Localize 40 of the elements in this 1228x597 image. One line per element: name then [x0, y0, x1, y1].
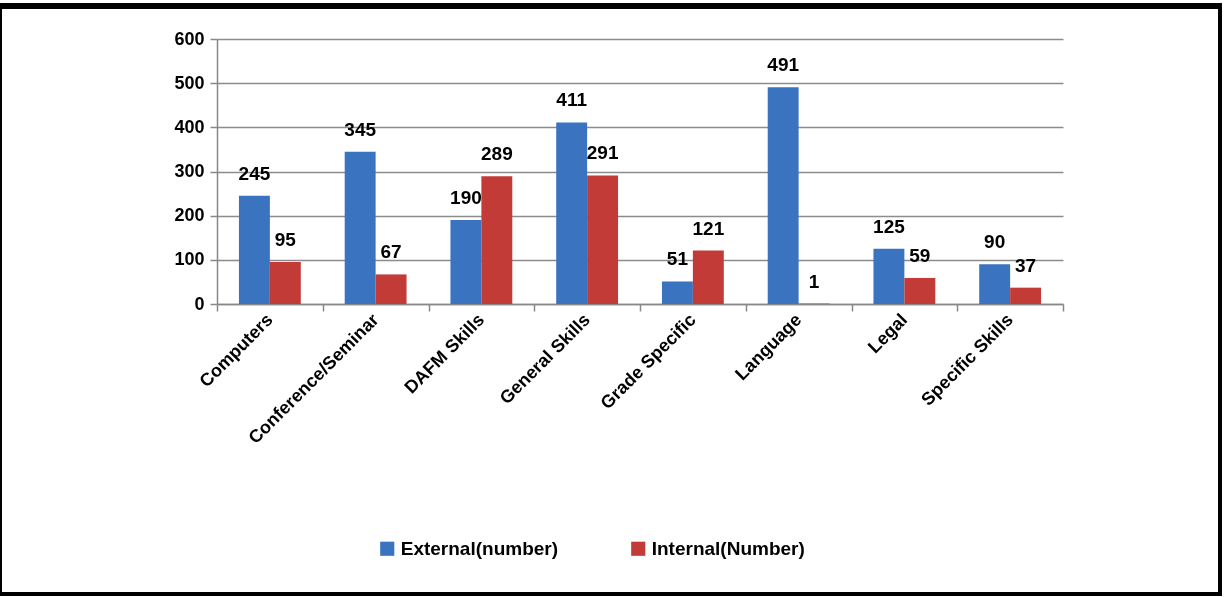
y-tick-label: 300 [174, 161, 205, 181]
bar [873, 248, 905, 304]
y-tick-label: 400 [174, 116, 205, 137]
data-label: 345 [344, 118, 377, 140]
bar [556, 122, 588, 304]
data-label: 121 [692, 217, 725, 239]
bar [979, 264, 1011, 304]
bar [450, 220, 482, 304]
data-label: 491 [767, 54, 800, 76]
bar [1010, 287, 1042, 304]
data-label: 411 [556, 89, 588, 111]
bar [767, 87, 799, 304]
data-label: 125 [873, 215, 906, 237]
data-label: 90 [984, 231, 1006, 253]
bar [375, 274, 407, 304]
data-label: 190 [450, 187, 482, 209]
data-label: 59 [909, 244, 931, 266]
data-label: 1 [808, 270, 820, 292]
y-tick-label: 100 [174, 249, 205, 270]
bar [481, 176, 513, 304]
data-label: 37 [1015, 254, 1037, 276]
legend-label: External(number) [400, 537, 559, 559]
bar [587, 175, 619, 304]
data-label: 95 [274, 229, 297, 251]
y-tick-label: 0 [194, 293, 205, 314]
bar [692, 250, 724, 304]
data-label: 245 [238, 162, 271, 184]
bar [238, 195, 270, 304]
data-label: 289 [480, 143, 513, 165]
bar [269, 262, 301, 304]
data-label: 291 [586, 142, 619, 164]
data-label: 51 [666, 248, 689, 270]
data-label: 67 [380, 241, 402, 263]
y-tick-label: 600 [174, 28, 205, 49]
bar [661, 281, 693, 304]
bar [904, 277, 936, 304]
legend-label: Internal(Number) [651, 537, 805, 559]
bar [344, 151, 376, 304]
y-tick-label: 500 [174, 72, 205, 93]
y-tick-label: 200 [174, 205, 205, 226]
